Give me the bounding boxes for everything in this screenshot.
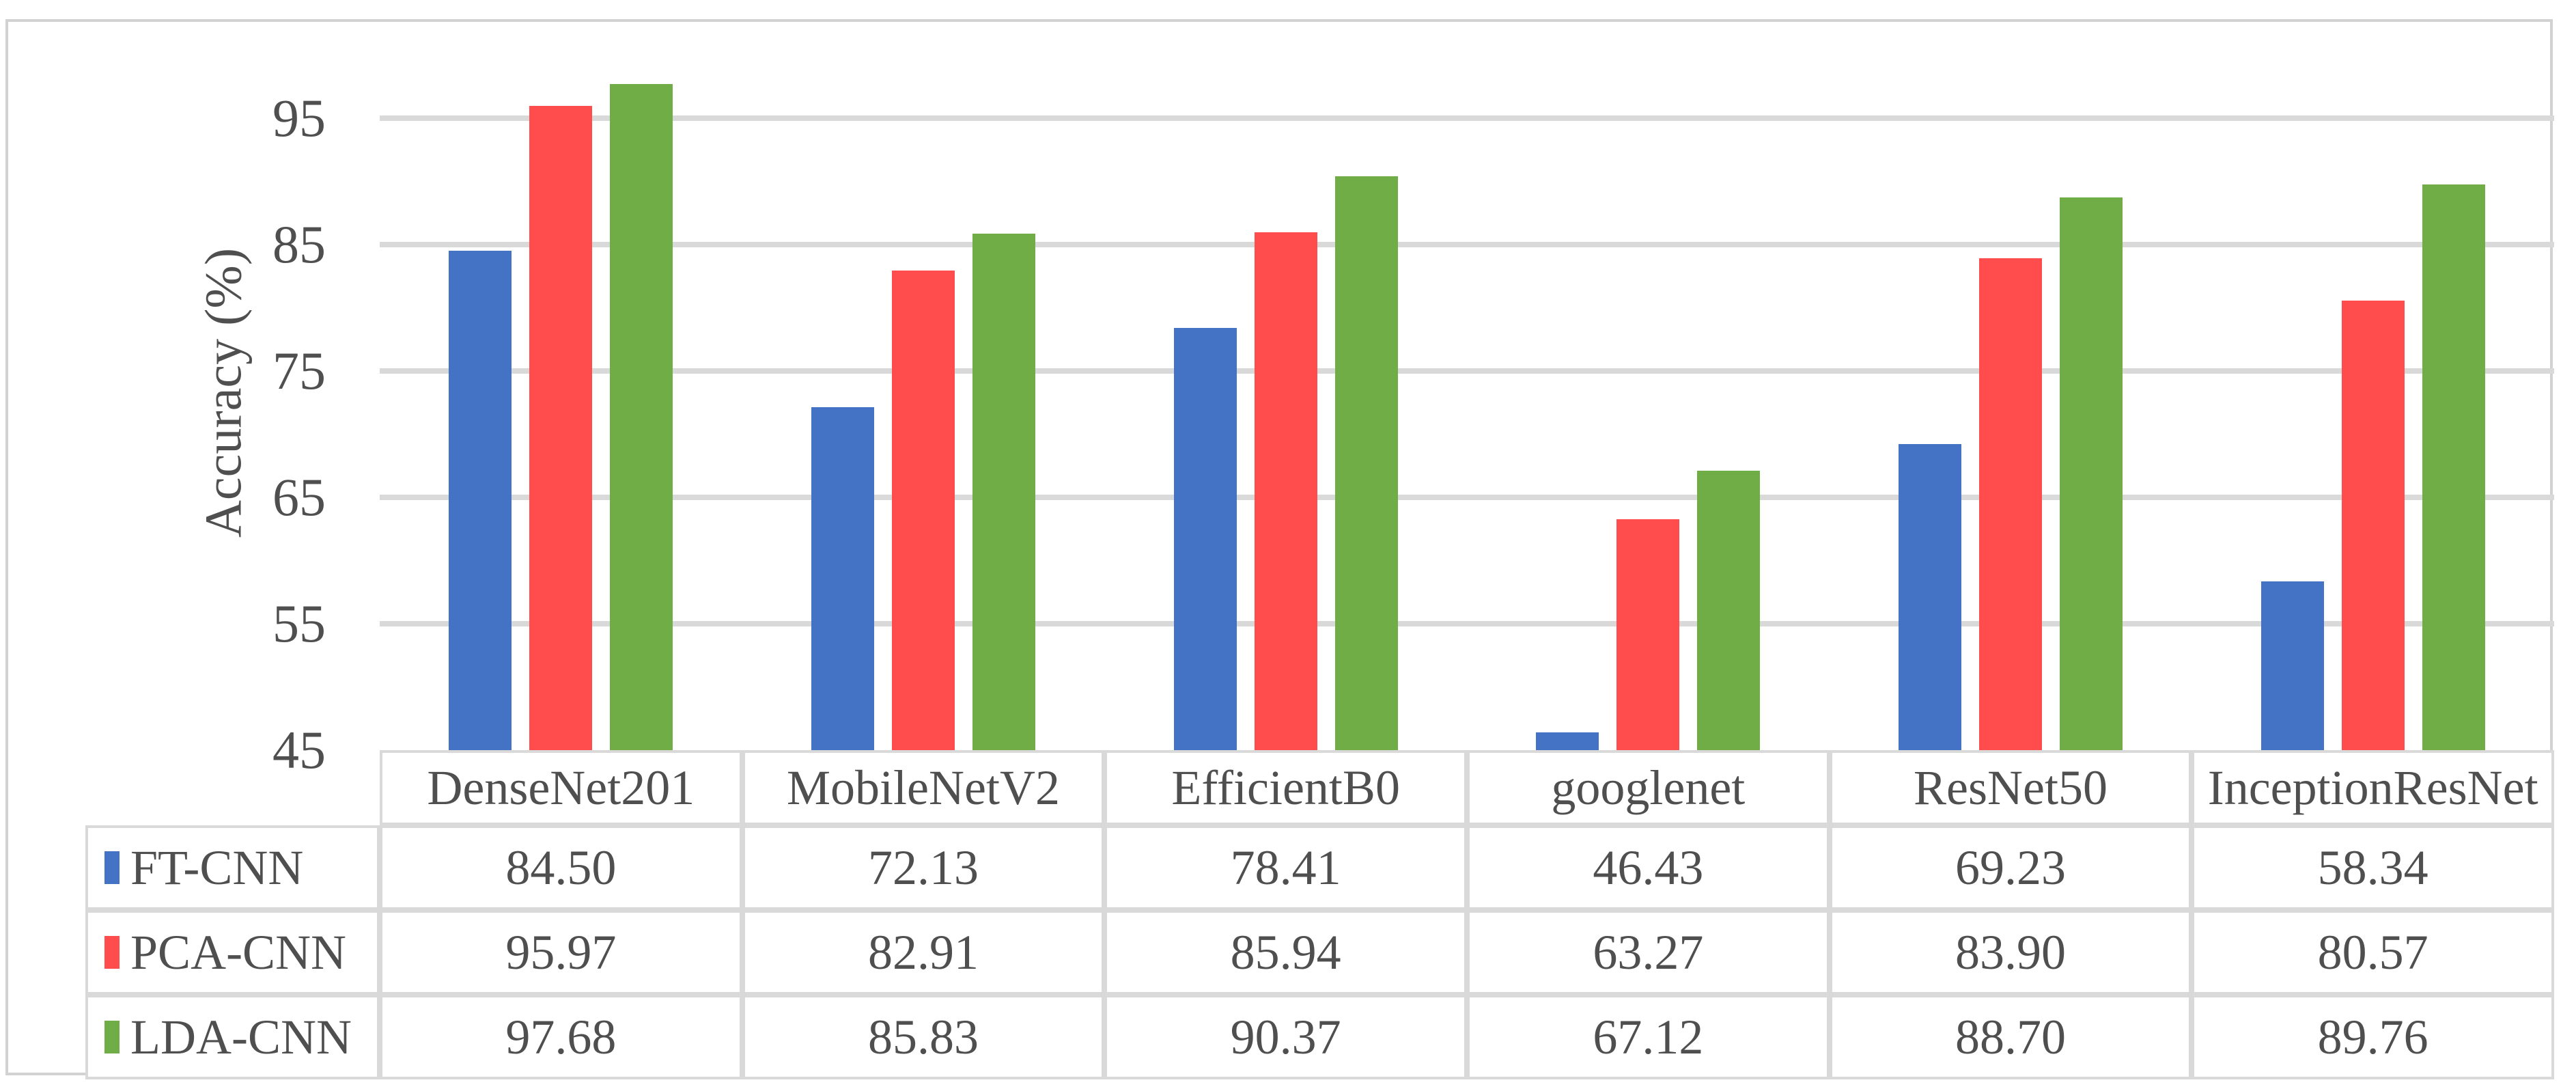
y-tick-label-75: 75 bbox=[272, 340, 326, 400]
value-cell-PCA-CNN-InceptionResNet: 80.57 bbox=[2192, 910, 2554, 995]
table-header-googlenet: googlenet bbox=[1467, 750, 1830, 825]
bar-PCA-CNN-googlenet bbox=[1616, 519, 1680, 750]
legend-label-FT-CNN: FT-CNN bbox=[130, 840, 304, 895]
bar-FT-CNN-InceptionResNet bbox=[2260, 581, 2324, 750]
legend-swatch-PCA-CNN bbox=[104, 936, 120, 969]
table-header-MobileNetV2: MobileNetV2 bbox=[742, 750, 1105, 825]
table-header-ResNet50: ResNet50 bbox=[1829, 750, 2192, 825]
y-tick-label-55: 55 bbox=[272, 593, 326, 653]
value-cell-FT-CNN-EfficientB0: 78.41 bbox=[1104, 825, 1467, 910]
value-cell-LDA-CNN-EfficientB0: 90.37 bbox=[1104, 995, 1467, 1079]
bar-group-DenseNet201 bbox=[380, 55, 742, 750]
value-cell-LDA-CNN-DenseNet201: 97.68 bbox=[380, 995, 742, 1079]
value-cell-FT-CNN-InceptionResNet: 58.34 bbox=[2192, 825, 2554, 910]
bar-FT-CNN-DenseNet201 bbox=[449, 250, 512, 750]
value-cell-LDA-CNN-googlenet: 67.12 bbox=[1467, 995, 1830, 1079]
bar-group-EfficientB0 bbox=[1104, 55, 1467, 750]
table-corner-cell bbox=[85, 750, 380, 825]
bar-PCA-CNN-EfficientB0 bbox=[1254, 232, 1317, 750]
bar-group-ResNet50 bbox=[1830, 55, 2192, 750]
value-cell-LDA-CNN-InceptionResNet: 89.76 bbox=[2192, 995, 2554, 1079]
bar-LDA-CNN-InceptionResNet bbox=[2422, 184, 2485, 750]
bar-PCA-CNN-MobileNetV2 bbox=[891, 271, 955, 750]
value-cell-FT-CNN-DenseNet201: 84.50 bbox=[380, 825, 742, 910]
legend-cell-PCA-CNN: PCA-CNN bbox=[85, 910, 380, 995]
table-header-InceptionResNet: InceptionResNet bbox=[2192, 750, 2554, 825]
legend-swatch-FT-CNN bbox=[104, 851, 120, 884]
bar-FT-CNN-EfficientB0 bbox=[1173, 327, 1237, 750]
data-table: DenseNet201 MobileNetV2 EfficientB0 googlen… bbox=[85, 750, 2554, 1079]
bar-LDA-CNN-googlenet bbox=[1697, 470, 1761, 750]
value-cell-FT-CNN-MobileNetV2: 72.13 bbox=[742, 825, 1105, 910]
legend-label-PCA-CNN: PCA-CNN bbox=[130, 924, 347, 980]
bar-PCA-CNN-DenseNet201 bbox=[529, 105, 593, 750]
value-cell-LDA-CNN-ResNet50: 88.70 bbox=[1829, 995, 2192, 1079]
gridline-95 bbox=[380, 115, 2554, 121]
y-tick-label-45: 45 bbox=[272, 720, 326, 780]
bar-LDA-CNN-EfficientB0 bbox=[1334, 176, 1398, 750]
y-tick-label-95: 95 bbox=[272, 87, 326, 148]
bar-LDA-CNN-ResNet50 bbox=[2059, 197, 2123, 750]
table-header-EfficientB0: EfficientB0 bbox=[1104, 750, 1467, 825]
bar-LDA-CNN-DenseNet201 bbox=[610, 83, 673, 750]
gridline-55 bbox=[380, 620, 2554, 626]
value-cell-LDA-CNN-MobileNetV2: 85.83 bbox=[742, 995, 1105, 1079]
y-tick-label-65: 65 bbox=[272, 467, 326, 527]
legend-cell-FT-CNN: FT-CNN bbox=[85, 825, 380, 910]
legend-label-LDA-CNN: LDA-CNN bbox=[130, 1009, 352, 1064]
value-cell-PCA-CNN-DenseNet201: 95.97 bbox=[380, 910, 742, 995]
gridline-65 bbox=[380, 494, 2554, 500]
bar-PCA-CNN-InceptionResNet bbox=[2341, 300, 2405, 750]
bar-FT-CNN-googlenet bbox=[1536, 732, 1599, 750]
y-tick-label-85: 85 bbox=[272, 214, 326, 274]
bar-FT-CNN-ResNet50 bbox=[1898, 443, 1961, 750]
value-cell-FT-CNN-ResNet50: 69.23 bbox=[1829, 825, 2192, 910]
value-cell-PCA-CNN-googlenet: 63.27 bbox=[1467, 910, 1830, 995]
bar-group-InceptionResNet bbox=[2192, 55, 2554, 750]
bar-LDA-CNN-MobileNetV2 bbox=[972, 234, 1035, 750]
value-cell-PCA-CNN-EfficientB0: 85.94 bbox=[1104, 910, 1467, 995]
legend-swatch-LDA-CNN bbox=[104, 1021, 120, 1053]
legend-cell-LDA-CNN: LDA-CNN bbox=[85, 995, 380, 1079]
bar-group-googlenet bbox=[1467, 55, 1830, 750]
gridline-75 bbox=[380, 368, 2554, 374]
value-cell-PCA-CNN-ResNet50: 83.90 bbox=[1829, 910, 2192, 995]
value-cell-PCA-CNN-MobileNetV2: 82.91 bbox=[742, 910, 1105, 995]
value-cell-FT-CNN-googlenet: 46.43 bbox=[1467, 825, 1830, 910]
plot-area bbox=[380, 55, 2554, 750]
bar-group-MobileNetV2 bbox=[742, 55, 1105, 750]
bar-PCA-CNN-ResNet50 bbox=[1978, 258, 2042, 750]
table-header-DenseNet201: DenseNet201 bbox=[380, 750, 742, 825]
gridline-85 bbox=[380, 241, 2554, 247]
bar-FT-CNN-MobileNetV2 bbox=[811, 406, 874, 750]
